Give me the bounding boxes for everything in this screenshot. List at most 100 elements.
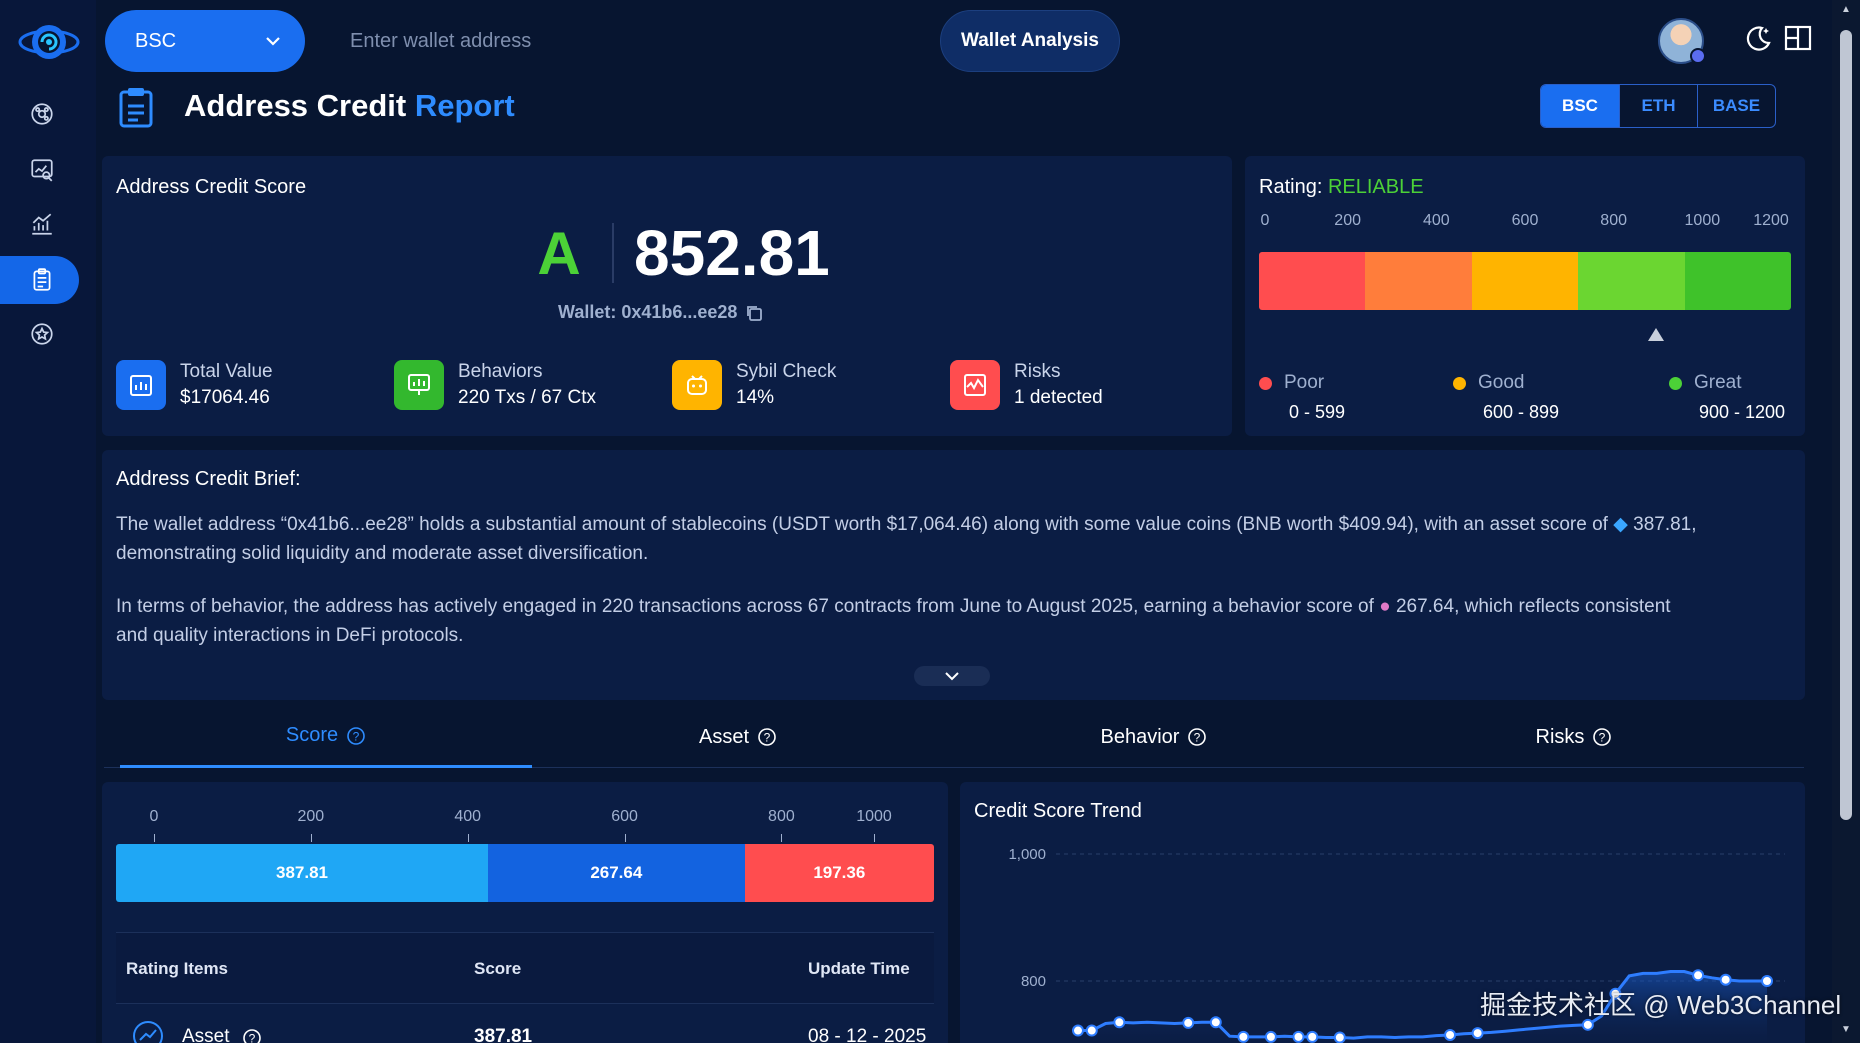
- column-header: Rating Items: [126, 959, 229, 978]
- vertical-scrollbar[interactable]: ▲ ▼: [1832, 0, 1860, 1043]
- tab-label: Behavior: [1100, 725, 1180, 748]
- brief-text: The wallet address “0x41b6...ee28” holds…: [116, 514, 1614, 535]
- help-icon[interactable]: ?: [1187, 727, 1207, 747]
- data-point: [1072, 1024, 1084, 1037]
- sidebar: [0, 0, 96, 1043]
- sidebar-item-trends[interactable]: [0, 200, 79, 248]
- score-breakdown-bar: 387.81 267.64 197.36: [116, 844, 934, 902]
- data-point: [1471, 1027, 1484, 1040]
- network-tab-base[interactable]: BASE: [1697, 85, 1775, 127]
- legend-name: Great: [1694, 372, 1742, 393]
- brief-paragraph-2: In terms of behavior, the address has ac…: [116, 592, 1796, 650]
- gauge-segment: [1365, 252, 1472, 310]
- rating-gauge-bar: [1259, 252, 1791, 310]
- network-tabs: BSC ETH BASE: [1540, 84, 1776, 128]
- credit-brief-card: Address Credit Brief: The wallet address…: [102, 450, 1805, 700]
- data-point: [1264, 1030, 1277, 1043]
- gauge-tick-label: 0: [1260, 212, 1270, 229]
- tab-risks[interactable]: Risks ?: [1364, 706, 1784, 768]
- breakdown-tick-mark: [467, 834, 469, 842]
- help-icon[interactable]: ?: [757, 727, 777, 747]
- help-icon[interactable]: ?: [1592, 727, 1612, 747]
- report-icon: [119, 88, 153, 128]
- clipboard-icon: [33, 268, 50, 291]
- avatar[interactable]: [1658, 18, 1706, 64]
- grade-divider: [612, 223, 614, 283]
- breakdown-tick-label: 600: [611, 808, 638, 825]
- table-row[interactable]: Asset ? 387.81 08 - 12 - 2025: [116, 1004, 934, 1043]
- data-point: [1085, 1024, 1098, 1037]
- breakdown-tick-label: 400: [454, 808, 482, 825]
- brief-title: Address Credit Brief:: [116, 468, 301, 490]
- line-chart-icon: [31, 213, 52, 235]
- gauge-tick-label: 200: [1334, 212, 1362, 229]
- legend-dot: [1259, 376, 1272, 390]
- stat-value: 220 Txs / 67 Ctx: [458, 387, 596, 408]
- legend-range: 600 - 899: [1483, 402, 1560, 422]
- chain-select[interactable]: BSC: [105, 10, 305, 72]
- tab-asset[interactable]: Asset ?: [532, 706, 944, 768]
- data-point: [1113, 1016, 1126, 1029]
- report-tabs: Score ? Asset ? Behavior ? Risks ?: [104, 706, 1804, 768]
- scroll-up-icon[interactable]: ▲: [1841, 4, 1851, 15]
- copy-icon[interactable]: [745, 304, 763, 322]
- layout-icon[interactable]: [1782, 22, 1814, 54]
- brief-text: and quality interactions in DeFi protoco…: [116, 625, 464, 646]
- network-tab-eth[interactable]: ETH: [1619, 85, 1697, 127]
- expand-brief-button[interactable]: [914, 666, 990, 686]
- row-score: 387.81: [474, 1026, 533, 1043]
- rating-table-header: Rating Items Score Update Time: [116, 932, 934, 1004]
- gauge-tick-label: 800: [1600, 212, 1628, 229]
- scroll-down-icon[interactable]: ▼: [1841, 1024, 1851, 1035]
- svg-text:?: ?: [1599, 731, 1606, 745]
- moon-icon[interactable]: [1742, 22, 1774, 54]
- page-header: Address Credit Report BSC ETH BASE: [104, 80, 1804, 140]
- gauge-tick-label: 1000: [1684, 212, 1721, 229]
- trend-up-icon: [133, 1021, 163, 1043]
- wallet-address-input[interactable]: [326, 10, 1052, 72]
- column-header: Update Time: [808, 959, 910, 978]
- gauge-segment: [1471, 252, 1579, 310]
- sidebar-item-analysis[interactable]: [0, 146, 79, 194]
- breakdown-tick-label: 0: [149, 808, 159, 825]
- help-icon[interactable]: ?: [242, 1028, 262, 1043]
- tab-score[interactable]: Score ?: [120, 706, 532, 768]
- rating-title: Rating: RELIABLE: [1259, 176, 1424, 199]
- chevron-down-icon: [945, 671, 959, 680]
- stat-label: Total Value: [180, 361, 273, 382]
- stat-behaviors: Behaviors 220 Txs / 67 Ctx: [394, 360, 596, 410]
- tab-label: Asset: [698, 725, 750, 748]
- data-point: [1306, 1030, 1319, 1043]
- page-title: Address Credit Report: [184, 88, 515, 124]
- legend-good: Good 600 - 899: [1453, 372, 1559, 423]
- sidebar-item-report[interactable]: [0, 256, 79, 304]
- legend-range: 0 - 599: [1289, 402, 1346, 422]
- rating-card: Rating: RELIABLE 0 200 400 600 800 1000 1200 P…: [1245, 156, 1805, 436]
- sidebar-item-dashboard[interactable]: [0, 90, 79, 138]
- y-tick-label: 1,000: [1008, 846, 1046, 863]
- stat-label: Sybil Check: [736, 361, 837, 382]
- data-point: [1444, 1028, 1457, 1041]
- app-logo[interactable]: [18, 14, 80, 70]
- scrollbar-thumb[interactable]: [1840, 30, 1852, 820]
- score-segment[interactable]: 197.36: [744, 844, 934, 902]
- wallet-address: Wallet: 0x41b6...ee28: [558, 302, 738, 322]
- stat-label: Risks: [1014, 361, 1061, 382]
- network-tab-bsc[interactable]: BSC: [1541, 85, 1619, 127]
- tab-label: Risks: [1535, 725, 1585, 748]
- data-point: [1609, 987, 1622, 1000]
- data-point: [1292, 1030, 1305, 1043]
- asset-score-text: 387.81,: [1633, 514, 1697, 535]
- score-segment[interactable]: 267.64: [487, 844, 745, 902]
- wallet-analysis-button[interactable]: Wallet Analysis: [940, 10, 1120, 72]
- sidebar-item-favorites[interactable]: [0, 310, 79, 358]
- breakdown-tick-mark: [154, 834, 155, 842]
- star-circle-icon: [30, 323, 53, 345]
- credit-trend-card: Credit Score Trend 1,000 800: [960, 782, 1805, 1043]
- wallet-icon: [116, 360, 166, 410]
- score-segment[interactable]: 387.81: [116, 844, 488, 902]
- help-icon[interactable]: ?: [346, 726, 366, 746]
- data-point: [1182, 1016, 1195, 1029]
- score-display: A 852.81: [526, 216, 829, 290]
- tab-behavior[interactable]: Behavior ?: [944, 706, 1364, 768]
